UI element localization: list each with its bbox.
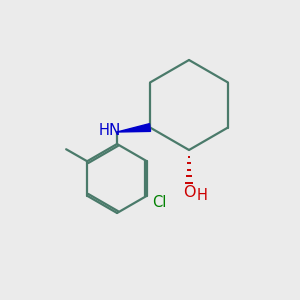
Polygon shape [117, 124, 151, 132]
Text: O: O [183, 185, 195, 200]
Text: H: H [197, 188, 208, 203]
Text: N: N [108, 123, 120, 138]
Text: Cl: Cl [152, 195, 167, 210]
Text: H: H [99, 123, 110, 138]
